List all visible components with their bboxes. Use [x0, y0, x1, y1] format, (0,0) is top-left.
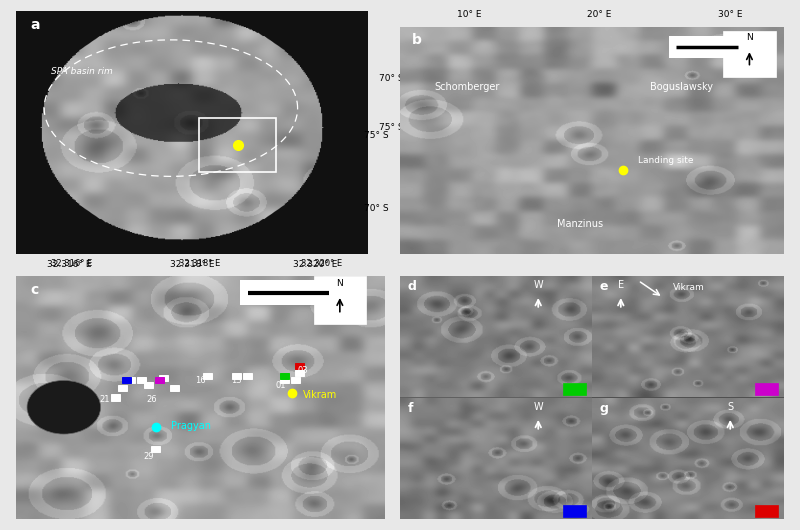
Text: W: W [534, 280, 543, 290]
Bar [563, 505, 586, 517]
Text: e: e [600, 280, 608, 294]
Text: 16: 16 [194, 376, 206, 385]
Text: 75° S: 75° S [378, 123, 403, 132]
Bar [291, 377, 300, 384]
Bar [202, 373, 212, 378]
Text: Schomberger: Schomberger [434, 82, 500, 92]
Bar [118, 385, 127, 391]
Text: SPA basin rim: SPA basin rim [51, 67, 113, 76]
Bar [199, 118, 277, 172]
Bar [151, 446, 161, 452]
Bar [294, 370, 304, 376]
Text: Vikram: Vikram [303, 390, 338, 400]
Text: 32.318° E: 32.318° E [170, 260, 214, 269]
Bar [280, 377, 290, 384]
Bar [126, 377, 134, 384]
Text: 32.320° E: 32.320° E [301, 259, 342, 268]
Ellipse shape [27, 381, 101, 434]
Text: 70° S: 70° S [378, 74, 403, 83]
Bar [155, 377, 164, 384]
Text: g: g [600, 402, 609, 416]
Text: 29: 29 [143, 452, 154, 461]
Text: 13: 13 [231, 376, 242, 385]
Text: 30° E: 30° E [718, 11, 742, 20]
Bar [280, 373, 290, 378]
Bar [122, 377, 131, 384]
Text: 21: 21 [99, 395, 110, 404]
Bar [232, 373, 242, 378]
Bar [314, 276, 366, 324]
Text: 32.316° E: 32.316° E [46, 260, 91, 269]
Text: d: d [408, 280, 417, 294]
Text: 01: 01 [276, 381, 286, 390]
Text: 10° E: 10° E [457, 11, 482, 20]
Text: 20° E: 20° E [587, 11, 612, 20]
Bar [563, 383, 586, 395]
Text: Manzinus: Manzinus [558, 219, 603, 229]
Text: 32.318° E: 32.318° E [179, 259, 221, 268]
Bar [722, 31, 776, 77]
Text: b: b [411, 33, 422, 47]
Text: f: f [408, 402, 413, 416]
Text: Landing site: Landing site [638, 156, 694, 165]
Text: Vikram: Vikram [673, 283, 704, 292]
Bar [241, 280, 336, 305]
Text: 75° S: 75° S [364, 131, 389, 140]
Bar [669, 36, 746, 58]
Text: a: a [30, 18, 39, 32]
Text: 70° S: 70° S [364, 205, 389, 213]
Text: S: S [727, 402, 734, 412]
Text: W: W [534, 402, 543, 412]
Text: c: c [30, 283, 39, 297]
Bar [243, 373, 253, 378]
Bar [110, 394, 120, 401]
Bar [755, 383, 778, 395]
Bar [170, 385, 179, 391]
Text: Pragyan: Pragyan [170, 421, 210, 431]
Bar [755, 505, 778, 517]
Text: 03: 03 [298, 366, 308, 375]
Bar [144, 382, 153, 388]
Bar [137, 377, 146, 384]
Text: 32.316° E: 32.316° E [50, 259, 92, 268]
Text: Boguslawsky: Boguslawsky [650, 82, 713, 92]
Bar [158, 375, 168, 381]
Text: N: N [337, 279, 343, 288]
Text: 26: 26 [147, 395, 158, 404]
Text: E: E [618, 280, 624, 290]
Text: N: N [746, 33, 753, 42]
Text: 32.320° E: 32.320° E [293, 260, 338, 269]
Bar [294, 363, 304, 369]
